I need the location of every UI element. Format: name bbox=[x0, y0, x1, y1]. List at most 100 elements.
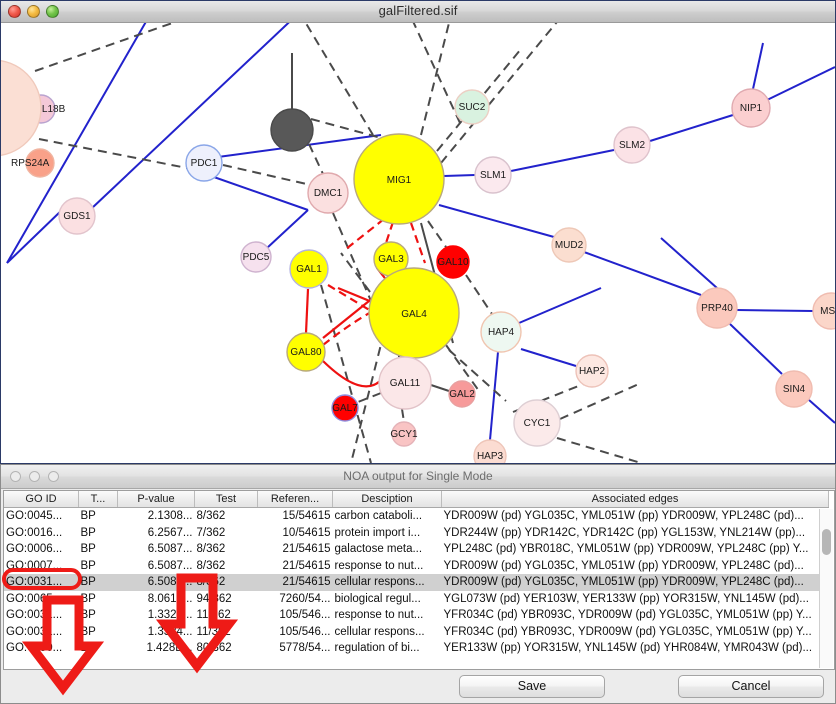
node-circle[interactable] bbox=[480, 311, 522, 353]
table-row[interactable]: GO:0006... BP 6.5087... 8/362 21/54615 galact… bbox=[4, 541, 829, 558]
column-header-reference[interactable]: Referen... bbox=[257, 491, 333, 508]
node-circle[interactable] bbox=[378, 356, 432, 410]
node-circle[interactable] bbox=[474, 156, 512, 194]
zoom-button[interactable] bbox=[46, 5, 59, 18]
network-node-GAL11[interactable]: GAL11 bbox=[378, 356, 432, 410]
node-circle[interactable] bbox=[513, 399, 561, 447]
table-row[interactable]: GO:0050... BP 1.428E... 80/362 5778/54... reg… bbox=[4, 640, 829, 657]
network-node-RPS24A[interactable]: RPS24A bbox=[11, 148, 55, 178]
table-row[interactable]: GO:0031... BP 1.3324... 11/362 105/546... cel… bbox=[4, 624, 829, 641]
scrollbar-thumb[interactable] bbox=[822, 529, 831, 555]
minimize-button[interactable] bbox=[27, 5, 40, 18]
network-node-GAL10[interactable]: GAL10 bbox=[436, 245, 470, 279]
column-header-go-id[interactable]: GO ID bbox=[4, 491, 79, 508]
edge-red-dashed bbox=[345, 218, 385, 250]
node-circle[interactable] bbox=[289, 249, 329, 289]
node-circle[interactable] bbox=[448, 380, 476, 408]
node-circle[interactable] bbox=[775, 370, 813, 408]
close-button[interactable] bbox=[10, 471, 21, 482]
network-node-MUD2[interactable]: MUD2 bbox=[551, 227, 587, 263]
network-node-GCY1[interactable]: GCY1 bbox=[390, 421, 418, 447]
network-node-NIP1[interactable]: NIP1 bbox=[731, 88, 771, 128]
cell-type: BP bbox=[80, 609, 96, 622]
table-vertical-scrollbar[interactable] bbox=[819, 509, 833, 668]
network-node-HAP3[interactable]: HAP3 bbox=[473, 439, 507, 463]
table-row[interactable]: GO:0007... BP 6.5087... 8/362 21/54615 respon… bbox=[4, 558, 829, 575]
network-node-SLM2[interactable]: SLM2 bbox=[613, 126, 651, 164]
network-node-HAP4[interactable]: HAP4 bbox=[480, 311, 522, 353]
network-node-DARK[interactable] bbox=[270, 108, 314, 152]
network-node-GAL7[interactable]: GAL7 bbox=[331, 394, 359, 422]
network-node-SUC2[interactable]: SUC2 bbox=[454, 89, 490, 125]
column-header-associated-edges[interactable]: Associated edges bbox=[441, 491, 829, 508]
cell-type: BP bbox=[80, 592, 96, 605]
network-node-PRP40[interactable]: PRP40 bbox=[696, 287, 738, 329]
column-header-type[interactable]: T... bbox=[78, 491, 118, 508]
node-circle[interactable] bbox=[731, 88, 771, 128]
network-node-GAL3[interactable]: GAL3 bbox=[373, 241, 409, 277]
zoom-button[interactable] bbox=[48, 471, 59, 482]
network-node-GAL1[interactable]: GAL1 bbox=[289, 249, 329, 289]
network-node-CYC1[interactable]: CYC1 bbox=[513, 399, 561, 447]
cell-reference: 7260/54... bbox=[279, 592, 331, 605]
table-row[interactable]: GO:0045... BP 2.1308... 8/362 15/54615 carbon… bbox=[4, 508, 829, 525]
node-circle[interactable] bbox=[696, 287, 738, 329]
node-circle[interactable] bbox=[613, 126, 651, 164]
network-graph[interactable]: RPL18B RPS24A GDS1 PDC1 SUC2 NIP1 SLM2 SLM1 MIG1… bbox=[1, 23, 835, 463]
edge-pp bbox=[520, 348, 577, 367]
node-circle[interactable] bbox=[353, 133, 445, 225]
node-circle[interactable] bbox=[286, 332, 326, 372]
network-node-BIGPALE[interactable] bbox=[1, 59, 42, 157]
table-row[interactable]: GO:0065... BP 8.0614... 94/362 7260/54... bio… bbox=[4, 591, 829, 608]
node-circle[interactable] bbox=[812, 292, 835, 330]
window-title: galFiltered.sif bbox=[378, 3, 458, 18]
cell-test: 7/362 bbox=[196, 526, 226, 539]
column-header-description[interactable]: Desciption bbox=[332, 491, 442, 508]
network-node-GAL80[interactable]: GAL80 bbox=[286, 332, 326, 372]
node-circle[interactable] bbox=[270, 108, 314, 152]
node-circle[interactable] bbox=[551, 227, 587, 263]
node-circle[interactable] bbox=[436, 245, 470, 279]
network-node-PDC5[interactable]: PDC5 bbox=[240, 241, 272, 273]
cell-test: 11/362 bbox=[196, 625, 231, 638]
table-row[interactable]: GO:0031... BP 6.5087... 8/362 21/54615 cellul… bbox=[4, 574, 829, 591]
node-circle[interactable] bbox=[25, 148, 55, 178]
window-titlebar[interactable]: galFiltered.sif bbox=[1, 1, 835, 23]
network-node-GAL2[interactable]: GAL2 bbox=[448, 380, 476, 408]
network-node-HAP2[interactable]: HAP2 bbox=[575, 354, 609, 388]
network-node-PDC1[interactable]: PDC1 bbox=[185, 144, 223, 182]
column-header-p-value[interactable]: P-value bbox=[117, 491, 195, 508]
minimize-button[interactable] bbox=[29, 471, 40, 482]
node-circle[interactable] bbox=[391, 421, 417, 447]
edge-red-dashed bbox=[409, 222, 427, 264]
close-button[interactable] bbox=[8, 5, 21, 18]
node-circle[interactable] bbox=[185, 144, 223, 182]
cancel-button[interactable]: Cancel bbox=[678, 675, 824, 698]
network-node-DMC1[interactable]: DMC1 bbox=[307, 172, 349, 214]
network-node-MIG1[interactable]: MIG1 bbox=[353, 133, 445, 225]
table-row[interactable]: GO:0031... BP 1.3324... 11/362 105/546... res… bbox=[4, 607, 829, 624]
network-canvas[interactable]: RPL18B RPS24A GDS1 PDC1 SUC2 NIP1 SLM2 SLM1 MIG1… bbox=[1, 23, 835, 463]
results-table-container[interactable]: GO ID T... P-value Test Referen... Desci… bbox=[3, 490, 835, 670]
node-circle[interactable] bbox=[473, 439, 507, 463]
network-node-SLM1[interactable]: SLM1 bbox=[474, 156, 512, 194]
node-circle[interactable] bbox=[240, 241, 272, 273]
cell-description: protein import i... bbox=[334, 526, 421, 539]
node-circle[interactable] bbox=[1, 59, 42, 157]
network-node-MSI[interactable]: MSI bbox=[812, 292, 835, 330]
network-node-SIN4[interactable]: SIN4 bbox=[775, 370, 813, 408]
node-circle[interactable] bbox=[331, 394, 359, 422]
node-circle[interactable] bbox=[575, 354, 609, 388]
network-node-GDS1[interactable]: GDS1 bbox=[58, 197, 96, 235]
dialog-titlebar[interactable]: NOA output for Single Mode bbox=[1, 465, 835, 489]
node-circle[interactable] bbox=[454, 89, 490, 125]
results-table: GO ID T... P-value Test Referen... Desci… bbox=[4, 491, 829, 657]
save-button[interactable]: Save bbox=[459, 675, 605, 698]
cell-type: BP bbox=[78, 574, 118, 591]
network-node-GAL4[interactable]: GAL4 bbox=[368, 267, 460, 359]
node-circle[interactable] bbox=[307, 172, 349, 214]
node-layer[interactable]: RPL18B RPS24A GDS1 PDC1 SUC2 NIP1 SLM2 SLM1 MIG1… bbox=[1, 59, 835, 463]
table-row[interactable]: GO:0016... BP 6.2567... 7/362 10/54615 protei… bbox=[4, 525, 829, 542]
column-header-test[interactable]: Test bbox=[194, 491, 258, 508]
node-circle[interactable] bbox=[58, 197, 96, 235]
